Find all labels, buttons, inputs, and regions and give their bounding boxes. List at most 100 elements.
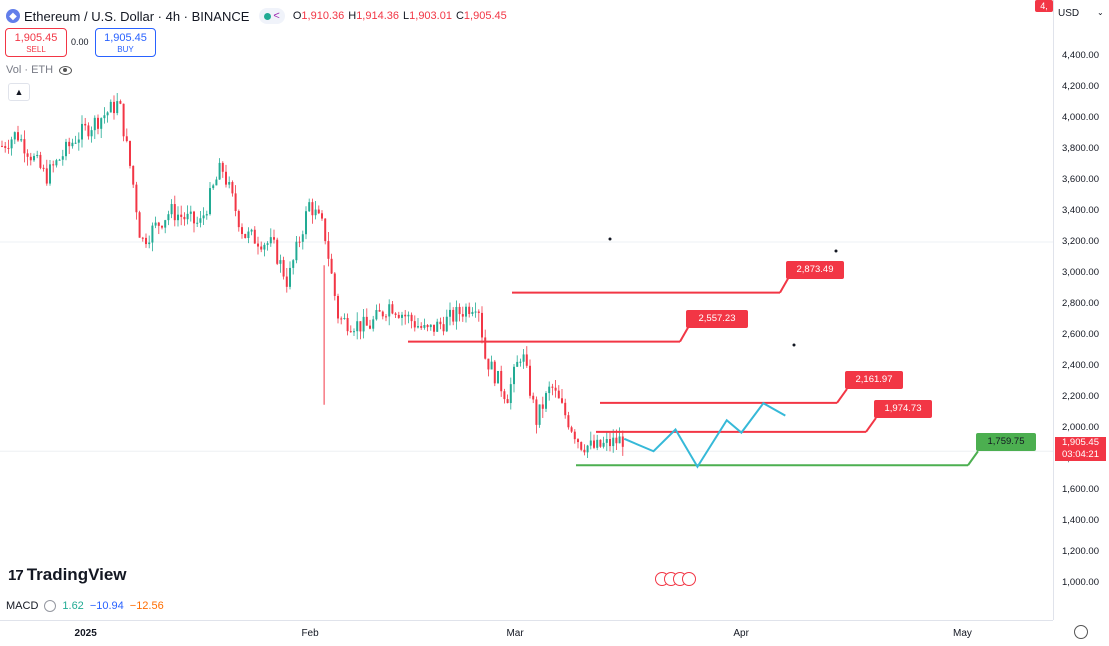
- candle: [298, 241, 301, 243]
- price-level-label[interactable]: 1,974.73: [874, 399, 932, 418]
- indicator-settings-icon[interactable]: [44, 600, 57, 612]
- candle: [513, 366, 515, 385]
- candle: [557, 390, 560, 399]
- time-tick-label: 2025: [74, 628, 97, 639]
- candle: [362, 316, 365, 332]
- candle: [183, 216, 186, 220]
- candle: [132, 165, 135, 185]
- economic-events-marker[interactable]: [655, 572, 696, 586]
- candle: [157, 222, 160, 226]
- ohlc-close: C1,905.45: [455, 10, 507, 22]
- candle: [116, 101, 119, 114]
- candle: [231, 182, 234, 194]
- candle: [545, 393, 547, 409]
- candle: [74, 142, 77, 144]
- candle: [324, 218, 327, 242]
- candle: [1, 145, 3, 147]
- symbol-title[interactable]: Ethereum / U.S. Dollar · 4h · BINANCE: [24, 8, 250, 24]
- price-tick-label: 4,400.00: [1062, 50, 1099, 61]
- candle: [282, 260, 285, 277]
- candle: [577, 439, 579, 443]
- price-tick-label: 3,400.00: [1062, 205, 1099, 216]
- candle: [295, 241, 298, 261]
- candle: [372, 319, 375, 329]
- price-axis[interactable]: 4,400.00 4,200.00 4,000.00 3,800.00 3,600.00…: [1053, 0, 1109, 620]
- candle: [615, 437, 618, 444]
- candle: [519, 361, 522, 363]
- status-pill[interactable]: <: [259, 8, 285, 24]
- candle: [343, 318, 346, 320]
- eye-icon[interactable]: [59, 65, 73, 75]
- price-tick-label: 3,600.00: [1062, 174, 1099, 185]
- candle: [532, 395, 535, 400]
- candle: [189, 211, 192, 214]
- collapse-legend-button[interactable]: ▲: [8, 83, 30, 101]
- candle: [503, 391, 506, 400]
- candle: [228, 182, 231, 185]
- buy-button[interactable]: 1,905.45 BUY: [95, 28, 156, 57]
- ohlc-high: H1,914.36: [348, 10, 400, 22]
- candle: [449, 309, 451, 317]
- candle: [538, 404, 541, 425]
- candle: [4, 146, 7, 148]
- candle: [468, 306, 471, 314]
- candle: [436, 321, 439, 332]
- candle: [410, 314, 413, 322]
- candle: [55, 160, 58, 166]
- price-tick-label: 3,200.00: [1062, 236, 1099, 247]
- candle: [23, 139, 26, 154]
- candle: [359, 321, 362, 332]
- candle: [7, 147, 10, 149]
- candle: [305, 211, 307, 235]
- time-tick-label: May: [953, 628, 972, 639]
- candle: [52, 164, 55, 166]
- candle: [269, 237, 272, 244]
- price-level-label[interactable]: 2,557.23: [686, 309, 748, 328]
- candle: [378, 310, 381, 312]
- candle: [618, 436, 621, 444]
- candle: [516, 361, 519, 367]
- candle: [218, 162, 221, 180]
- candle: [561, 398, 563, 403]
- candle: [330, 258, 333, 274]
- candle: [225, 171, 227, 185]
- tradingview-logo-icon: 17: [8, 566, 24, 584]
- candle: [301, 234, 304, 242]
- candle: [474, 311, 477, 313]
- time-tick-label: Mar: [506, 628, 524, 639]
- candle: [29, 156, 32, 161]
- price-level-label[interactable]: 2,873.49: [786, 260, 844, 279]
- candle: [285, 276, 288, 287]
- candle: [212, 185, 215, 189]
- price-chart[interactable]: [0, 0, 1053, 620]
- candle: [122, 103, 125, 137]
- currency-selector[interactable]: USD: [1058, 8, 1080, 19]
- candle: [253, 229, 256, 244]
- callout-connector: [679, 327, 689, 343]
- candle: [308, 202, 311, 212]
- sell-button[interactable]: 1,905.45 SELL: [5, 28, 67, 57]
- candle: [564, 402, 567, 416]
- candle: [196, 222, 199, 224]
- gear-icon[interactable]: [1074, 625, 1088, 639]
- candle: [167, 214, 170, 221]
- candle: [244, 233, 247, 239]
- candle: [26, 153, 29, 157]
- candle: [199, 218, 202, 223]
- candle: [180, 214, 183, 217]
- candle: [17, 132, 19, 141]
- macd-legend[interactable]: MACD 1.62 −10.94 −12.56: [6, 600, 164, 612]
- chevron-down-icon[interactable]: ⌄: [1097, 8, 1104, 17]
- candle: [381, 311, 384, 317]
- time-axis[interactable]: 2025 Feb Mar Apr May: [0, 620, 1053, 646]
- price-level-label[interactable]: 2,161.97: [845, 370, 903, 389]
- candle: [247, 231, 250, 239]
- candle: [452, 309, 455, 322]
- candle: [250, 229, 253, 232]
- price-level-label[interactable]: 1,759.75: [976, 433, 1036, 452]
- candle: [497, 370, 499, 384]
- volume-legend[interactable]: Vol · ETH: [6, 64, 73, 76]
- candle: [87, 125, 90, 137]
- candle: [407, 314, 410, 317]
- candle: [481, 312, 483, 338]
